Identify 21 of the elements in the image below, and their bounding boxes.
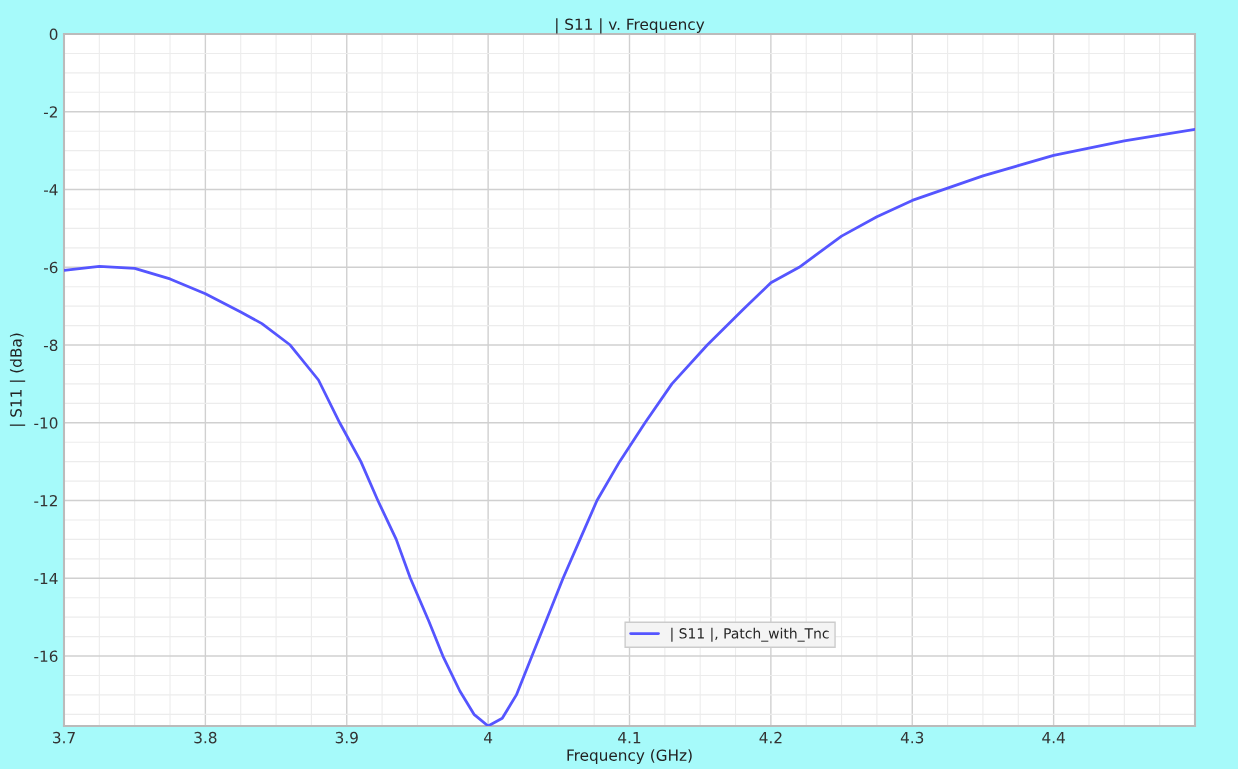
x-tick-label: 3.7 bbox=[53, 731, 75, 744]
y-tick-label: -6 bbox=[43, 261, 58, 274]
x-tick-label: 4 bbox=[484, 732, 493, 744]
y-axis-title: | S11 | (dBa) bbox=[9, 333, 26, 426]
x-tick-label: 4.4 bbox=[1042, 732, 1065, 744]
y-tick-label: -10 bbox=[34, 417, 58, 429]
chart-title: | S11 | v. Frequency bbox=[556, 18, 705, 34]
x-tick-label: 4.1 bbox=[618, 732, 641, 744]
x-tick-label: 3.9 bbox=[335, 731, 358, 744]
y-tick-label: -16 bbox=[34, 650, 58, 663]
x-tick-label: 4.3 bbox=[900, 731, 924, 744]
x-tick-label: 3.8 bbox=[194, 731, 217, 744]
y-tick-label: -14 bbox=[34, 572, 58, 585]
y-tick-label: 0 bbox=[49, 28, 58, 41]
legend-label: | S11 |, Patch_with_Tnc bbox=[671, 627, 829, 642]
y-tick-label: -12 bbox=[34, 494, 57, 507]
y-tick-label: -4 bbox=[43, 184, 58, 196]
x-tick-label: 4.2 bbox=[759, 731, 782, 744]
x-axis-title: Frequency (GHz) bbox=[567, 749, 692, 764]
y-tick-label: -8 bbox=[43, 339, 58, 352]
y-tick-label: -2 bbox=[43, 106, 57, 118]
